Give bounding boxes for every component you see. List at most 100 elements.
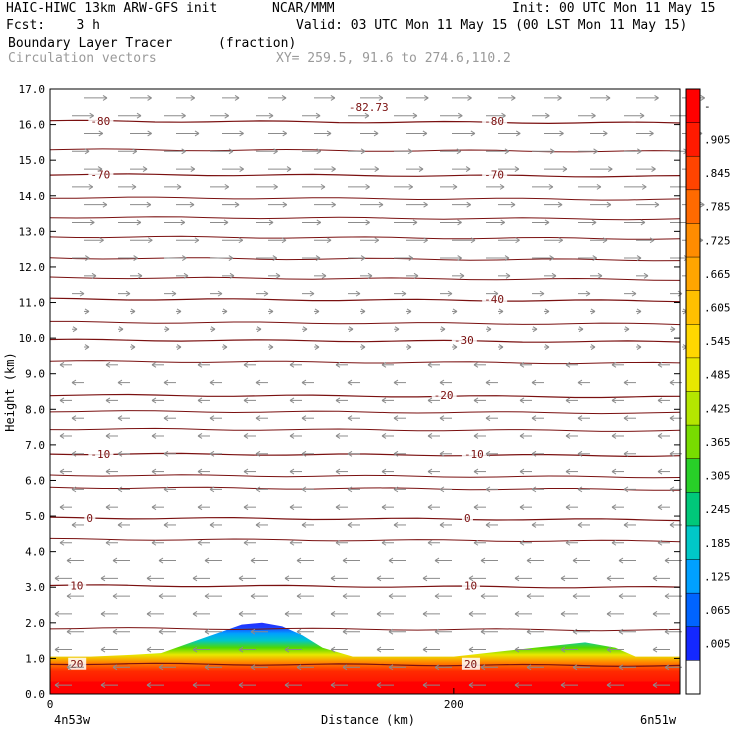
- circulation-vector: [611, 468, 624, 475]
- colorbar-label: .305: [704, 470, 731, 483]
- circulation-vector: [393, 486, 406, 493]
- circulation-vector: [335, 361, 348, 368]
- circulation-vector: [197, 433, 210, 439]
- circulation-vector: [130, 130, 152, 137]
- y-tick-label: 7.0: [25, 439, 45, 452]
- circulation-vector: [164, 255, 187, 261]
- isotherm-label-bg: [461, 447, 487, 460]
- circulation-vector: [519, 433, 532, 439]
- circulation-vector: [636, 272, 649, 279]
- circulation-vector: [197, 361, 210, 368]
- isotherm-label-bg: [88, 168, 114, 181]
- forecast-hour: Fcst: 3 h: [6, 18, 100, 33]
- circulation-vector: [439, 486, 452, 493]
- circulation-vector: [388, 557, 406, 564]
- x-axis-title: Distance (km): [321, 713, 415, 727]
- circulation-vector: [657, 433, 670, 439]
- circulation-vector: [532, 112, 550, 119]
- circulation-vector: [623, 379, 636, 386]
- circulation-vector: [118, 290, 131, 297]
- circulation-vector: [440, 183, 458, 190]
- circulation-vector: [255, 486, 268, 493]
- circulation-vector: [360, 166, 379, 172]
- circulation-vector: [394, 183, 413, 190]
- circulation-vector: [197, 397, 210, 404]
- circulation-vector: [473, 539, 486, 546]
- circulation-vector: [66, 593, 84, 600]
- circulation-vector: [256, 326, 262, 333]
- circulation-vector: [532, 255, 554, 261]
- circulation-vector: [577, 522, 590, 528]
- circulation-vector: [636, 130, 654, 137]
- isotherm-label-bg: [461, 511, 473, 524]
- circulation-vector: [486, 148, 510, 155]
- isotherm-label: -70: [90, 168, 110, 181]
- circulation-vector: [100, 611, 118, 617]
- circulation-vector: [376, 682, 394, 689]
- circulation-vector: [209, 486, 222, 493]
- circulation-vector: [531, 379, 544, 386]
- colorbar-label: .425: [704, 402, 731, 415]
- circulation-vector: [204, 557, 222, 564]
- isotherm-label-bg: [461, 579, 480, 592]
- circulation-vector: [268, 237, 287, 244]
- circulation-vector: [59, 361, 72, 368]
- colorbar-label: .065: [704, 604, 731, 617]
- y-tick-label: 13.0: [19, 225, 46, 238]
- colorbar-swatch: [686, 492, 700, 527]
- circulation-vector: [146, 575, 164, 582]
- colorbar-label: .125: [704, 570, 731, 583]
- circulation-vector: [117, 522, 130, 528]
- circulation-vector: [335, 539, 348, 546]
- isotherm-line: [50, 320, 681, 326]
- circulation-vector: [611, 433, 624, 439]
- circulation-vector: [544, 237, 563, 244]
- circulation-vector: [146, 682, 164, 689]
- circulation-vector: [314, 344, 320, 350]
- circulation-vector: [606, 682, 624, 689]
- circulation-vector: [146, 611, 164, 617]
- circulation-vector: [498, 201, 516, 208]
- circulation-vector: [406, 166, 424, 172]
- circulation-vector: [498, 130, 521, 137]
- y-tick-label: 5.0: [25, 510, 45, 523]
- circulation-vector: [393, 450, 406, 457]
- circulation-vector: [176, 308, 182, 315]
- circulation-vector: [210, 219, 229, 226]
- circulation-vector: [544, 166, 568, 172]
- circulation-vector: [348, 219, 370, 226]
- circulation-vector: [164, 290, 177, 297]
- circulation-vector: [176, 344, 182, 350]
- circulation-vector: [66, 664, 84, 671]
- plot-area: [50, 89, 680, 694]
- circulation-vector: [348, 255, 366, 261]
- isotherm-label-bg: [84, 511, 96, 524]
- circulation-vector: [100, 682, 118, 689]
- circulation-vector: [526, 628, 544, 635]
- circulation-vector: [406, 272, 419, 279]
- circulation-vector: [222, 94, 240, 101]
- circulation-vector: [618, 593, 636, 600]
- circulation-vector: [176, 166, 196, 172]
- circulation-vector: [176, 130, 200, 137]
- colorbar-label: .725: [704, 234, 731, 247]
- circulation-vector: [611, 539, 624, 546]
- circulation-vector: [636, 201, 660, 208]
- circulation-vector: [255, 379, 268, 386]
- circulation-vector: [657, 539, 670, 546]
- circulation-vector: [468, 646, 486, 653]
- y-tick-label: 9.0: [25, 368, 45, 381]
- circulation-vector: [606, 646, 624, 653]
- circulation-vector: [519, 397, 532, 404]
- isotherm-label: -80: [484, 115, 504, 128]
- circulation-vector: [268, 308, 274, 315]
- circulation-vector: [158, 628, 176, 635]
- circulation-vector: [381, 504, 394, 511]
- circulation-vector: [590, 344, 596, 350]
- cross-section-endpoints: XY= 259.5, 91.6 to 274.6,110.2: [276, 51, 511, 66]
- tracer-surface-layer: [50, 681, 680, 694]
- isotherm-line: [49, 360, 681, 365]
- circulation-vector: [164, 326, 170, 333]
- circulation-vector: [452, 94, 472, 101]
- circulation-vector: [117, 450, 130, 457]
